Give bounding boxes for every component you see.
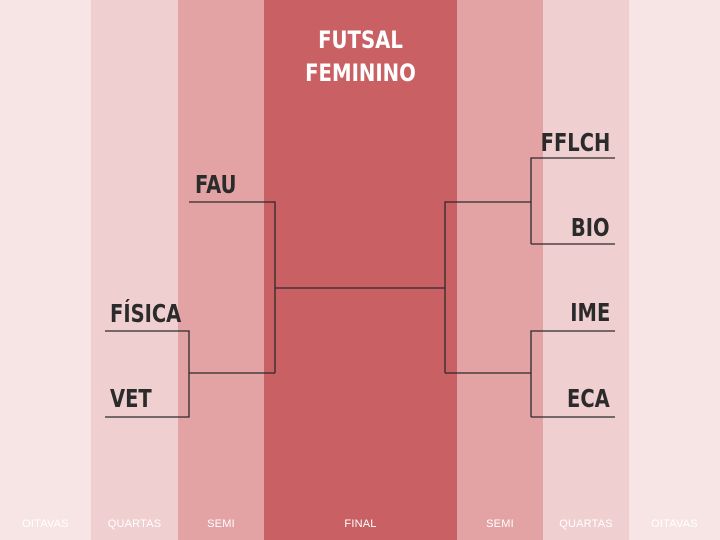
- column-right-quartas: QUARTAS: [543, 0, 629, 540]
- team-fau: FAU: [195, 170, 237, 199]
- title-line-2: FEMININO: [305, 59, 416, 87]
- team-fisica: FÍSICA: [110, 299, 182, 328]
- bracket-line-vet: [105, 373, 190, 418]
- column-label-left-quartas: QUARTAS: [107, 518, 162, 530]
- title-line-1: FUTSAL: [318, 26, 403, 54]
- bracket-line-right-top-join: [444, 201, 531, 373]
- team-ime: IME: [570, 298, 610, 327]
- column-label-right-quartas: QUARTAS: [559, 518, 613, 530]
- column-left-oitavas: OITAVAS: [0, 0, 91, 540]
- bracket-line-ime: [530, 330, 615, 417]
- column-left-quartas: QUARTAS: [91, 0, 178, 540]
- column-label-right-semi: SEMI: [486, 518, 514, 530]
- bracket-title: FUTSAL FEMININO: [281, 24, 439, 90]
- column-left-semi: SEMI: [178, 0, 264, 540]
- bracket-line-fisica: [105, 330, 190, 373]
- column-label-left-oitavas: OITAVAS: [22, 518, 69, 530]
- column-label-final: FINAL: [344, 518, 377, 530]
- team-eca: ECA: [567, 384, 610, 413]
- column-right-oitavas: OITAVAS: [629, 0, 720, 540]
- column-label-right-oitavas: OITAVAS: [651, 518, 698, 530]
- team-fflch: FFLCH: [540, 128, 610, 157]
- bracket-line-fflch: [530, 157, 615, 244]
- team-vet: VET: [110, 384, 152, 413]
- column-label-left-semi: SEMI: [207, 518, 235, 530]
- team-bio: BIO: [571, 213, 610, 242]
- column-right-semi: SEMI: [457, 0, 543, 540]
- column-final: FINAL: [264, 0, 457, 540]
- bracket-line-fau: [189, 201, 276, 373]
